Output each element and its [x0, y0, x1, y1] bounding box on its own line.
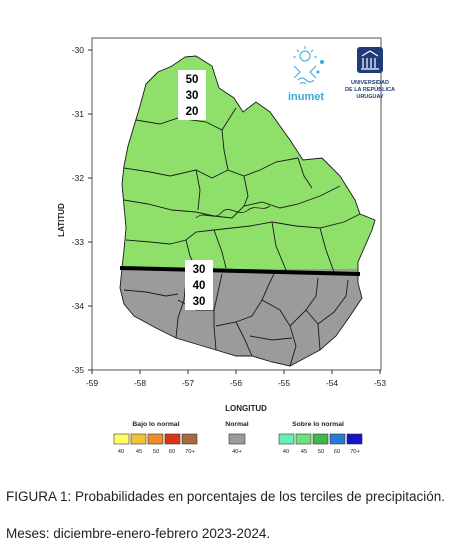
figure-caption: FIGURA 1: Probabilidades en porcentajes …	[6, 489, 445, 504]
inumet-logo: inumet	[288, 46, 324, 103]
x-tick-label: -56	[230, 378, 243, 388]
legend-label: 50	[153, 449, 159, 455]
north-probability-box: 50 30 20	[178, 70, 206, 120]
legend-swatch-above-45	[295, 433, 312, 445]
x-tick-label: -57	[182, 378, 195, 388]
north-prob-above: 50	[186, 74, 199, 86]
legend-label: 45	[301, 449, 307, 455]
legend-label: 60	[334, 449, 340, 455]
legend: Bajo lo normal Normal Sobre lo normal 40…	[113, 421, 363, 455]
udelar-line-1: UNIVERSIDAD	[351, 80, 389, 86]
legend-swatch-normal	[228, 433, 246, 445]
y-tick-label: -35	[72, 365, 85, 375]
south-prob-normal: 40	[193, 280, 206, 292]
y-axis-title: LATITUD	[57, 203, 66, 237]
inumet-wordmark: inumet	[288, 91, 324, 103]
legend-normal-title: Normal	[225, 421, 249, 428]
legend-swatch-above-60	[329, 433, 346, 445]
legend-swatch-below-40	[113, 433, 130, 445]
forecast-map-figure: -30 -31 -32 -33 -34 -35 LATITUD -59 -58 …	[57, 37, 395, 455]
y-tick-label: -34	[72, 301, 85, 311]
legend-label: 40	[118, 449, 124, 455]
legend-swatch-above-50	[312, 433, 329, 445]
udelar-line-2: DE LA REPÚBLICA	[345, 86, 395, 93]
legend-above-title: Sobre lo normal	[292, 421, 344, 428]
y-tick-label: -31	[72, 109, 85, 119]
legend-below-title: Bajo lo normal	[132, 421, 179, 428]
legend-label: 70+	[185, 449, 195, 455]
region-divider-line	[119, 266, 361, 276]
north-prob-normal: 30	[186, 90, 199, 102]
legend-swatch-above-70	[346, 433, 363, 445]
legend-swatch-above-40	[278, 433, 295, 445]
legend-swatch-below-45	[130, 433, 147, 445]
udelar-line-3: URUGUAY	[356, 94, 384, 100]
y-tick-label: -32	[72, 173, 85, 183]
south-probability-box: 30 40 30	[185, 260, 213, 310]
south-prob-above: 30	[193, 264, 206, 276]
legend-swatch-below-50	[147, 433, 164, 445]
y-axis	[88, 49, 92, 371]
legend-swatch-below-70	[181, 433, 198, 445]
legend-swatch-below-60	[164, 433, 181, 445]
region-north-fill	[120, 56, 375, 272]
legend-label: 45	[136, 449, 142, 455]
y-tick-label: -30	[72, 45, 85, 55]
x-tick-label: -59	[86, 378, 99, 388]
region-south-fill	[120, 269, 375, 366]
south-prob-below: 30	[193, 296, 206, 308]
x-tick-label: -55	[278, 378, 291, 388]
legend-label: 40+	[232, 449, 242, 455]
x-tick-label: -58	[134, 378, 147, 388]
x-axis	[91, 370, 381, 374]
legend-label: 50	[318, 449, 324, 455]
north-prob-below: 20	[186, 106, 199, 118]
x-tick-label: -53	[374, 378, 387, 388]
legend-label: 70+	[350, 449, 360, 455]
udelar-logo: UNIVERSIDAD DE LA REPÚBLICA URUGUAY	[345, 47, 395, 100]
x-axis-title: LONGITUD	[225, 404, 267, 413]
x-tick-label: -54	[326, 378, 339, 388]
legend-label: 40	[283, 449, 289, 455]
y-tick-label: -33	[72, 237, 85, 247]
figure-period: Meses: diciembre-enero-febrero 2023-2024…	[6, 526, 271, 541]
legend-label: 60	[169, 449, 175, 455]
